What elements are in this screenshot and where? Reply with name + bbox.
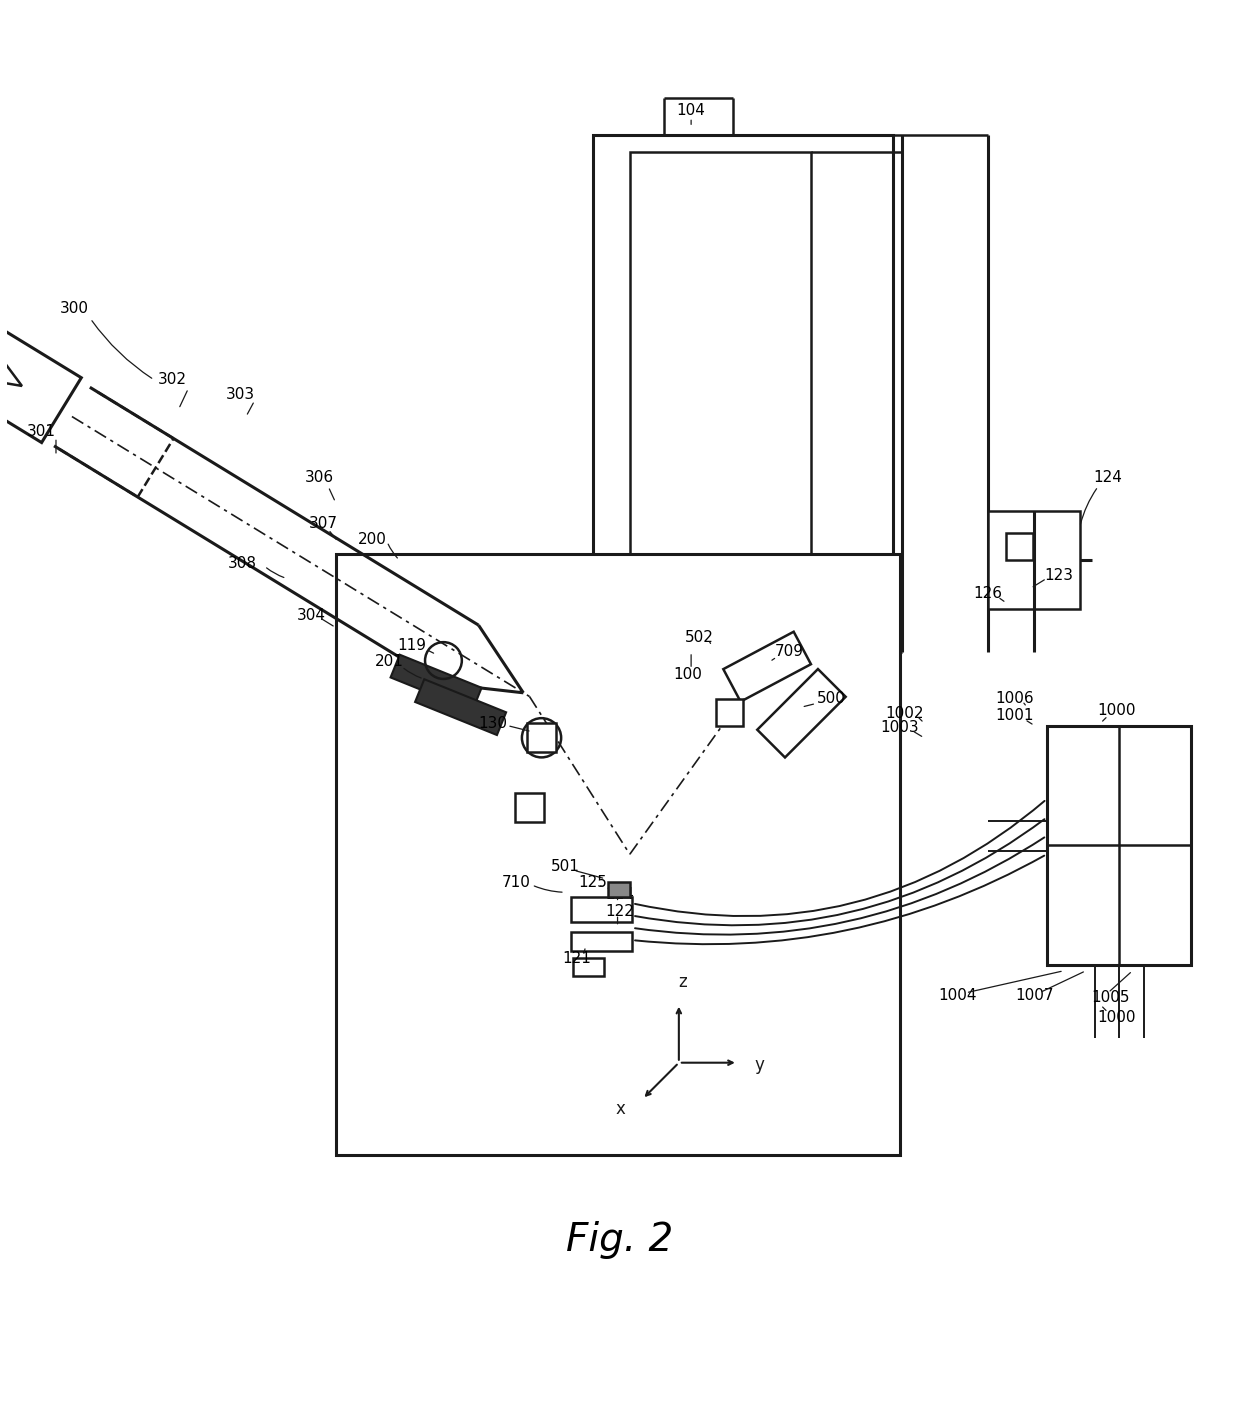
Text: 1007: 1007	[1016, 988, 1054, 1002]
Bar	[715, 698, 743, 725]
Polygon shape	[415, 679, 506, 735]
Text: 1001: 1001	[996, 708, 1034, 723]
Bar	[608, 882, 630, 897]
Bar	[1006, 533, 1033, 559]
Text: 306: 306	[305, 470, 334, 485]
Text: 122: 122	[605, 904, 635, 920]
Bar	[593, 135, 894, 618]
Text: 104: 104	[677, 102, 706, 118]
Text: 119: 119	[397, 638, 427, 653]
Text: 1003: 1003	[880, 721, 919, 736]
Text: z: z	[678, 973, 687, 991]
Bar	[1047, 725, 1192, 965]
Text: 125: 125	[579, 875, 608, 890]
Text: 308: 308	[228, 557, 257, 571]
Text: 123: 123	[1044, 568, 1074, 583]
Text: 121: 121	[563, 951, 591, 966]
Text: 304: 304	[296, 607, 326, 622]
Text: 1002: 1002	[885, 705, 924, 721]
Polygon shape	[0, 348, 22, 386]
Bar	[988, 510, 1080, 608]
Text: Fig. 2: Fig. 2	[567, 1221, 673, 1259]
Text: 303: 303	[226, 387, 254, 402]
Text: 126: 126	[973, 586, 1002, 600]
Bar	[336, 554, 899, 1155]
Text: 1000: 1000	[1097, 704, 1136, 718]
Text: 100: 100	[673, 666, 702, 681]
Polygon shape	[0, 320, 82, 443]
Bar	[570, 897, 632, 921]
Text: 114: 114	[605, 887, 635, 903]
Polygon shape	[391, 655, 481, 711]
Text: 300: 300	[60, 301, 89, 315]
Text: 302: 302	[157, 373, 187, 387]
Text: 130: 130	[477, 715, 507, 730]
Text: 124: 124	[1094, 470, 1122, 485]
Text: 501: 501	[551, 859, 579, 873]
Text: 500: 500	[816, 691, 846, 707]
Bar	[573, 959, 604, 976]
Bar	[570, 931, 632, 951]
Text: 301: 301	[27, 423, 56, 439]
Text: y: y	[755, 1056, 765, 1074]
Text: 1005: 1005	[1091, 990, 1130, 1005]
Text: 502: 502	[686, 629, 714, 645]
Text: 1006: 1006	[996, 691, 1034, 707]
Text: x: x	[615, 1101, 625, 1117]
Text: 709: 709	[775, 645, 804, 659]
Text: 307: 307	[309, 516, 337, 531]
Text: 1004: 1004	[937, 988, 976, 1002]
Text: 710: 710	[501, 875, 531, 890]
Text: 200: 200	[358, 531, 387, 547]
Bar	[630, 151, 811, 557]
Text: 1000: 1000	[1097, 1009, 1136, 1025]
Polygon shape	[723, 632, 811, 701]
Bar	[527, 723, 557, 753]
Bar	[515, 794, 544, 823]
Text: 201: 201	[374, 655, 404, 669]
Polygon shape	[758, 669, 846, 757]
